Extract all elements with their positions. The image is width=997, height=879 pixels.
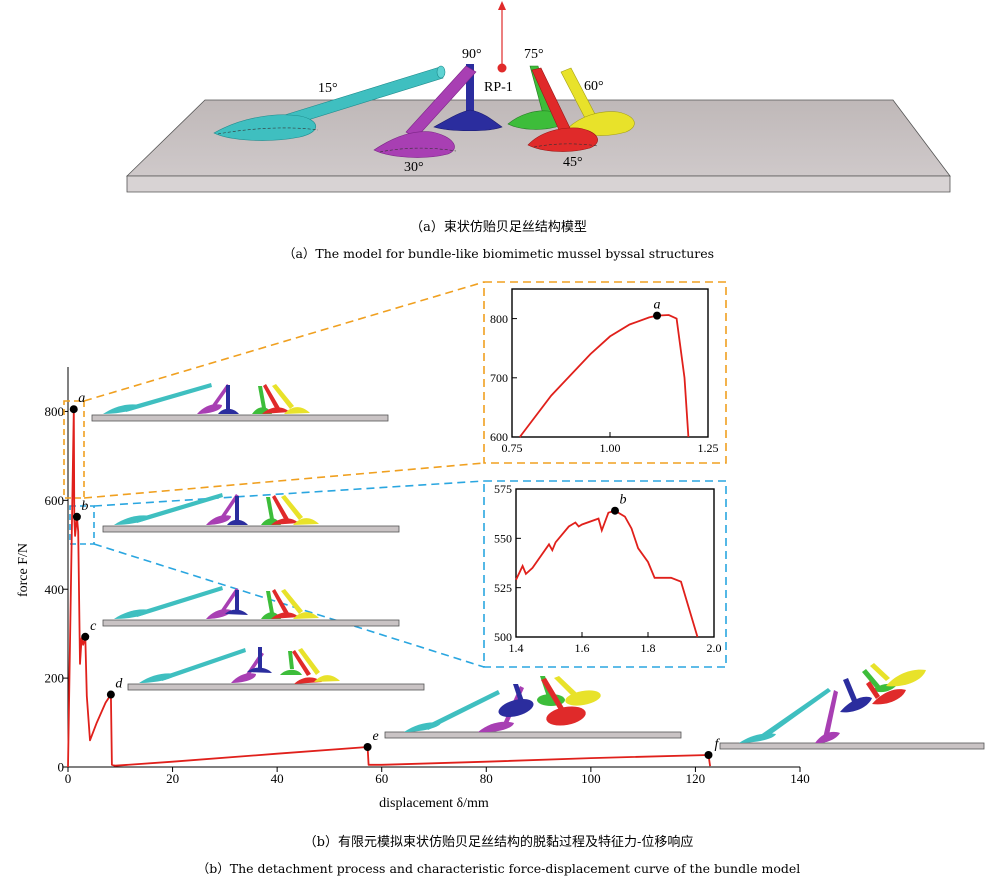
inset-b-plot-area: [515, 488, 715, 638]
point-a-marker: [69, 405, 78, 414]
point-d-marker: [106, 690, 115, 699]
y-tick-label: 525: [494, 581, 512, 595]
connector-b-bottom: [93, 543, 485, 668]
snapshot-f-plate: [719, 742, 985, 750]
y-tick-label: 800: [45, 404, 65, 419]
main-point-markers: a b c d e f: [69, 391, 721, 759]
reference-point: RP-1: [484, 1, 513, 95]
inset-a-point-markers: a: [653, 298, 662, 320]
caption-b-en: （b）The detachment process and characteri…: [196, 861, 801, 876]
angle-label-45: 45°: [563, 155, 583, 170]
x-tick-label: 60: [375, 771, 388, 786]
main-x-axis-label: displacement δ/mm: [379, 796, 489, 811]
inset-chart-a: 0.75 1.00 1.25 600 700 800 a: [490, 288, 719, 455]
snapshot-c: [102, 586, 400, 627]
inset-b-point-markers: b: [611, 493, 627, 515]
snapshot-d: [127, 647, 425, 691]
point-b-label: b: [620, 493, 627, 508]
x-tick-label: 1.25: [698, 441, 719, 455]
y-tick-label: 600: [45, 493, 65, 508]
point-a-label: a: [78, 391, 85, 406]
x-tick-label: 0.75: [502, 441, 523, 455]
inset-a-ticks: 0.75 1.00 1.25 600 700 800: [490, 312, 719, 455]
x-tick-label: 140: [790, 771, 810, 786]
main-chart: 0 20 40 60 80 100 120 140 0 200 400 600 800 force F…: [16, 367, 810, 811]
snapshot-b: [102, 493, 400, 533]
x-tick-label: 2.0: [707, 641, 722, 655]
angle-label-90: 90°: [462, 47, 482, 62]
rp-label: RP-1: [484, 80, 513, 95]
point-e-label: e: [372, 729, 378, 744]
inset-b-frame: [483, 480, 727, 668]
thread-45deg: [527, 67, 599, 152]
y-tick-label: 0: [58, 760, 65, 775]
snapshot-f: [719, 663, 985, 750]
main-y-ticks: 0 200 400 600 800: [45, 404, 68, 775]
zoom-box-b: [69, 505, 95, 545]
snapshot-c-plate: [102, 619, 400, 627]
snapshot-a-plate: [91, 414, 389, 422]
caption-b-cn: （b）有限元模拟束状仿贻贝足丝结构的脱黏过程及特征力-位移响应: [303, 835, 694, 850]
inset-a-frame: [483, 281, 727, 464]
y-tick-label: 700: [490, 371, 508, 385]
snapshot-a: [91, 383, 389, 422]
main-y-axis-label: force F/N: [16, 543, 31, 597]
point-d-label: d: [115, 677, 123, 692]
zoom-connectors: [83, 281, 485, 668]
thread-15deg: [213, 65, 446, 141]
connector-a-top: [83, 281, 485, 402]
angle-label-30: 30°: [404, 160, 424, 175]
thread-90deg: [433, 64, 503, 132]
point-e-marker: [363, 743, 372, 751]
point-f-marker: [704, 751, 713, 759]
point-b-label: b: [81, 499, 88, 514]
y-tick-label: 500: [494, 630, 512, 644]
snapshot-d-plate: [127, 683, 425, 691]
point-a-marker: [653, 311, 662, 320]
snapshot-e-plate: [384, 731, 682, 739]
point-c-marker: [81, 632, 90, 641]
y-tick-label: 550: [494, 532, 512, 546]
zoom-box-a: [63, 400, 85, 499]
x-tick-label: 20: [166, 771, 179, 786]
y-tick-label: 575: [494, 482, 512, 496]
connector-b-top: [93, 480, 485, 507]
caption-a-en: （a）The model for bundle-like biomimetic …: [282, 246, 715, 261]
inset-chart-b: 1.4 1.6 1.8 2.0 500 525 550 575 b: [494, 482, 722, 655]
inset-a-curve: [519, 314, 690, 438]
main-x-ticks: 0 20 40 60 80 100 120 140: [65, 767, 810, 786]
point-a-label: a: [654, 298, 661, 313]
x-tick-label: 1.8: [641, 641, 656, 655]
angle-label-75: 75°: [524, 47, 544, 62]
x-tick-label: 1.6: [575, 641, 590, 655]
x-tick-label: 40: [271, 771, 284, 786]
model-3d: RP-1 15° 90° 75° 60° 30° 45°: [126, 1, 951, 193]
y-tick-label: 600: [490, 430, 508, 444]
point-b-marker: [611, 506, 619, 515]
snapshot-e: [384, 676, 682, 739]
angle-label-60: 60°: [584, 79, 604, 94]
substrate-plate-front: [126, 175, 951, 193]
inset-b-ticks: 1.4 1.6 1.8 2.0 500 525 550 575: [494, 482, 722, 655]
connector-a-bottom: [83, 462, 485, 499]
point-b-marker: [72, 512, 81, 521]
y-tick-label: 200: [45, 671, 65, 686]
y-tick-label: 400: [45, 582, 65, 597]
snapshot-b-plate: [102, 525, 400, 533]
x-tick-label: 1.00: [600, 441, 621, 455]
x-tick-label: 100: [581, 771, 601, 786]
main-axes: [67, 367, 800, 768]
point-f-label: f: [715, 737, 721, 752]
x-tick-label: 80: [480, 771, 493, 786]
angle-label-15: 15°: [318, 81, 338, 96]
point-c-label: c: [90, 619, 97, 634]
y-tick-label: 800: [490, 312, 508, 326]
x-tick-label: 120: [686, 771, 706, 786]
x-tick-label: 0: [65, 771, 72, 786]
inset-b-curve: [515, 509, 699, 638]
x-tick-label: 1.4: [509, 641, 524, 655]
caption-a-cn: （a）束状仿贻贝足丝结构模型: [410, 220, 587, 235]
thread-30deg: [373, 65, 477, 158]
